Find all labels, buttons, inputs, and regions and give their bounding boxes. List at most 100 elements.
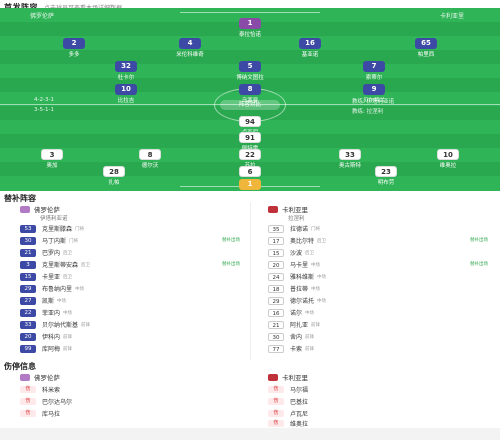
pitch-player[interactable]: 28 扎帕 (92, 166, 136, 186)
sub-number: 53 (20, 224, 36, 233)
sub-name: 贝尔纳代斯基 (42, 322, 79, 329)
sub-row[interactable]: 35 拉德诺 门将 (268, 223, 488, 234)
pitch-player[interactable]: 23 明布劳 (364, 166, 408, 186)
sub-row[interactable]: 3 克里斯蒂安森 后卫 替补出场 (20, 259, 240, 270)
player-jersey: 8 (239, 84, 261, 95)
player-jersey: 32 (115, 61, 137, 72)
injury-row[interactable]: 伤卢瓦尼 (268, 408, 488, 419)
injury-row[interactable]: 伤维奥拉 (268, 418, 488, 429)
sub-row[interactable]: 15 卡里亚 后卫 (20, 271, 240, 282)
sub-position: 前锋 (305, 334, 315, 340)
player-jersey: 3 (41, 149, 63, 160)
sub-name: 凯斯 (42, 298, 55, 305)
sub-position: 后卫 (63, 250, 73, 256)
sub-position: 门将 (311, 226, 321, 232)
player-name: 奥加 (46, 163, 58, 169)
sub-row[interactable]: 29 德尔诺托 中场 (268, 295, 488, 306)
sub-row[interactable]: 99 库阿梅 前锋 (20, 343, 240, 354)
injury-player-name: 巴尔达乌尔 (42, 399, 73, 406)
player-name: 博纳文图拉 (236, 75, 264, 81)
sub-number: 21 (20, 248, 36, 257)
sub-number: 20 (268, 260, 284, 269)
sub-row[interactable]: 17 奥比尔特 后卫 替补出场 (268, 235, 488, 246)
sub-row[interactable]: 22 菲亚内 中场 (20, 307, 240, 318)
sub-row[interactable]: 20 马卡里 中场 替补出场 (268, 259, 488, 270)
subs-away-team-name: 卡利亚里 (282, 206, 308, 214)
injury-row[interactable]: 伤库马拉 (20, 408, 240, 419)
home-crest-icon (20, 373, 30, 381)
player-jersey: 2 (63, 38, 85, 49)
center-compare-badge[interactable]: 阵容对比 (220, 100, 280, 110)
pitch-player[interactable]: 10 比拉吉 (104, 84, 148, 104)
player-name: 帕里西 (417, 52, 435, 58)
pitch-player[interactable]: 7 索蒂尔 (352, 61, 396, 81)
player-jersey: 23 (375, 166, 397, 177)
player-name: 基亚诺 (301, 52, 319, 58)
sub-position: 后卫 (81, 262, 91, 268)
injury-player-name: 马尔福 (290, 387, 309, 394)
sub-position: 前锋 (305, 346, 315, 352)
sub-number: 3 (20, 260, 36, 269)
sub-number: 18 (268, 284, 284, 293)
sub-row[interactable]: 16 诺尔 中场 (268, 307, 488, 318)
injury-badge: 伤 (20, 410, 36, 417)
pitch-player[interactable]: 65 帕里西 (404, 38, 448, 58)
subbed-on-tag: 替补出场 (222, 238, 240, 243)
sub-name: 雅科维斯 (290, 274, 315, 281)
pitch-player[interactable]: 1 泰拉恰诺 (228, 18, 272, 38)
pitch-stripe (0, 22, 500, 36)
player-jersey: 6 (239, 166, 261, 177)
page-footer (0, 428, 500, 440)
sub-row[interactable]: 21 阿扎亚 前锋 (268, 319, 488, 330)
pitch-player[interactable]: 4 米伦科维奇 (168, 38, 212, 58)
player-name: 明布劳 (377, 180, 395, 186)
pitch-player[interactable]: 10 维奥拉 (426, 149, 470, 169)
sub-row[interactable]: 30 舍内 前锋 (268, 331, 488, 342)
injury-row[interactable]: 伤科米索 (20, 384, 240, 395)
injuries-home-team: 佛罗伦萨 (20, 372, 60, 382)
sub-name: 诺尔 (290, 310, 303, 317)
sub-row[interactable]: 15 沙波 后卫 (268, 247, 488, 258)
sub-position: 后卫 (317, 238, 327, 244)
pitch-player[interactable]: 33 奥古斯特 (328, 149, 372, 169)
away-crest-icon (268, 373, 278, 381)
pitch-player[interactable]: 32 杜卡尔 (104, 61, 148, 81)
sub-row[interactable]: 77 卡索 前锋 (268, 343, 488, 354)
player-jersey: 91 (239, 132, 261, 143)
sub-row[interactable]: 18 普拉蒂 中场 (268, 283, 488, 294)
sub-name: 克里斯滕森 (42, 226, 73, 233)
sub-position: 后卫 (305, 250, 315, 256)
pitch-player[interactable]: 8 德尔沃 (128, 149, 172, 169)
pitch-player[interactable]: 3 奥加 (30, 149, 74, 169)
sub-number: 33 (20, 320, 36, 329)
pitch-player[interactable]: 9 贝尔特兰 (352, 84, 396, 104)
sub-row[interactable]: 24 雅科维斯 中场 (268, 271, 488, 282)
injury-row[interactable]: 伤巴基拉 (268, 396, 488, 407)
sub-row[interactable]: 33 贝尔纳代斯基 前锋 (20, 319, 240, 330)
injuries-away-team-name: 卡利亚里 (282, 374, 308, 382)
sub-row[interactable]: 20 伊科内 前锋 (20, 331, 240, 342)
sub-position: 中场 (75, 286, 85, 292)
sub-number: 21 (268, 320, 284, 329)
pitch-player[interactable]: 1 (228, 179, 272, 190)
injury-row[interactable]: 伤巴尔达乌尔 (20, 396, 240, 407)
sub-row[interactable]: 29 布鲁纳内里 中场 (20, 283, 240, 294)
pitch-player[interactable]: 5 博纳文图拉 (228, 61, 272, 81)
sub-row[interactable]: 21 巴罗内 后卫 (20, 247, 240, 258)
pitch-player[interactable]: 8 乌塞曼 (228, 84, 272, 104)
sub-row[interactable]: 53 克里斯滕森 门将 (20, 223, 240, 234)
injury-badge: 伤 (268, 398, 284, 405)
sub-number: 20 (20, 332, 36, 341)
sub-number: 77 (268, 344, 284, 353)
sub-name: 卡里亚 (42, 274, 61, 281)
sub-name: 舍内 (290, 334, 303, 341)
sub-number: 35 (268, 224, 284, 233)
sub-row[interactable]: 30 马丁内斯 门将 替补出场 (20, 235, 240, 246)
sub-row[interactable]: 27 凯斯 中场 (20, 295, 240, 306)
pitch-player[interactable]: 16 基亚诺 (288, 38, 332, 58)
away-coach: 教练: 拉涅利 (352, 109, 384, 115)
sub-position: 中场 (317, 298, 327, 304)
injury-row[interactable]: 伤马尔福 (268, 384, 488, 395)
pitch-player[interactable]: 2 多多 (52, 38, 96, 58)
player-name: 奥古斯特 (338, 163, 361, 169)
